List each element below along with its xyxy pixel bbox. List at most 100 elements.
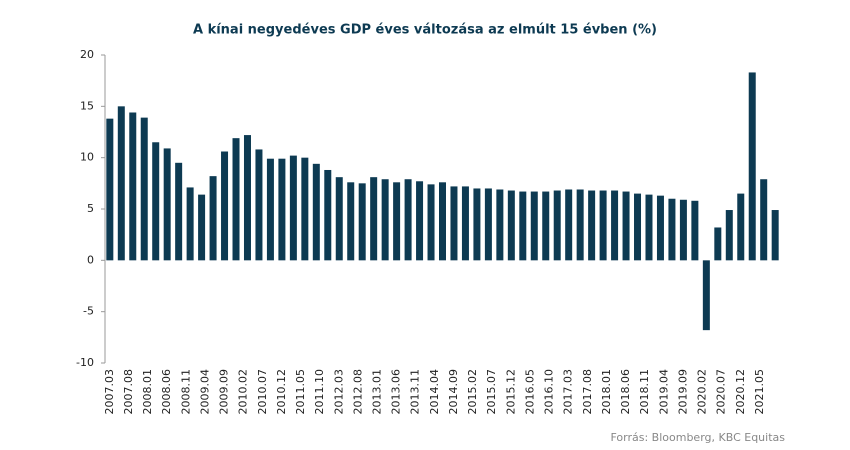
x-tick-label: 2017.08 xyxy=(581,369,594,415)
bar xyxy=(691,200,699,261)
x-tick-label: 2015.12 xyxy=(504,369,517,415)
bar xyxy=(232,138,240,261)
bar xyxy=(702,260,710,331)
x-tick-label: 2014.04 xyxy=(428,369,441,415)
bar xyxy=(301,157,309,261)
x-tick-label: 2019.09 xyxy=(676,369,689,415)
x-tick-label: 2018.11 xyxy=(638,369,651,415)
x-tick-label: 2013.11 xyxy=(409,369,422,415)
bar xyxy=(427,184,435,261)
bar xyxy=(542,191,550,261)
x-tick-label: 2012.08 xyxy=(351,369,364,415)
x-tick-label: 2020.02 xyxy=(696,369,709,415)
bar xyxy=(519,191,527,261)
bar xyxy=(140,117,148,261)
x-tick-label: 2020.12 xyxy=(734,369,747,415)
x-tick-label: 2010.12 xyxy=(275,369,288,415)
bar xyxy=(152,142,160,261)
bar xyxy=(186,187,194,261)
bar xyxy=(335,177,343,261)
bar xyxy=(404,179,412,261)
bar xyxy=(668,198,676,261)
x-tick-label: 2007.03 xyxy=(103,369,116,415)
x-tick-label: 2013.01 xyxy=(370,369,383,415)
bar xyxy=(599,190,607,261)
x-tick-label: 2021.05 xyxy=(753,369,766,415)
x-tick-label: 2017.03 xyxy=(562,369,575,415)
y-tick-label: 0 xyxy=(87,253,94,266)
x-tick-label: 2016.10 xyxy=(543,369,556,415)
y-tick-label: -10 xyxy=(76,356,94,369)
bar xyxy=(530,191,538,261)
x-tick-label: 2012.03 xyxy=(332,369,345,415)
bar xyxy=(416,181,424,261)
bar xyxy=(611,190,619,261)
bar xyxy=(370,177,378,261)
bar xyxy=(461,186,469,261)
bar xyxy=(771,210,779,261)
bar xyxy=(163,148,171,261)
bar xyxy=(198,194,206,261)
x-tick-label: 2018.06 xyxy=(619,369,632,415)
bar xyxy=(175,162,183,261)
bar xyxy=(117,106,125,261)
y-tick-label: 20 xyxy=(80,48,94,61)
bar xyxy=(243,135,251,261)
bar xyxy=(129,112,137,261)
bar xyxy=(725,210,733,261)
x-tick-label: 2020.07 xyxy=(715,369,728,415)
bar xyxy=(106,118,114,261)
bar xyxy=(289,155,297,261)
bar xyxy=(553,190,561,261)
y-tick-label: 5 xyxy=(87,202,94,215)
bar xyxy=(484,188,492,261)
bar xyxy=(565,189,573,261)
bar xyxy=(622,191,630,261)
x-tick-label: 2013.06 xyxy=(390,369,403,415)
x-tick-label: 2007.08 xyxy=(122,369,135,415)
bar xyxy=(473,188,481,261)
x-tick-label: 2010.02 xyxy=(237,369,250,415)
bar xyxy=(324,169,332,261)
bar xyxy=(450,186,458,261)
bar xyxy=(656,195,664,261)
x-tick-label: 2008.01 xyxy=(141,369,154,415)
bar xyxy=(255,149,263,261)
x-tick-label: 2019.04 xyxy=(657,369,670,415)
x-tick-label: 2009.09 xyxy=(218,369,231,415)
bar xyxy=(209,176,217,261)
y-tick-label: 15 xyxy=(80,99,94,112)
bar xyxy=(645,194,653,261)
bar xyxy=(312,163,320,261)
bar xyxy=(221,151,229,261)
x-tick-label: 2009.04 xyxy=(198,369,211,415)
bar xyxy=(439,182,446,261)
bar xyxy=(748,72,756,261)
bar xyxy=(347,182,355,261)
y-tick-label: 10 xyxy=(80,151,94,164)
x-tick-label: 2011.10 xyxy=(313,369,326,415)
bar xyxy=(576,189,584,261)
bar xyxy=(278,158,286,261)
x-tick-label: 2016.05 xyxy=(523,369,536,415)
bar xyxy=(496,189,504,261)
x-tick-label: 2011.05 xyxy=(294,369,307,415)
x-tick-label: 2015.02 xyxy=(466,369,479,415)
bar xyxy=(714,227,722,261)
x-tick-label: 2015.07 xyxy=(485,369,498,415)
x-tick-label: 2008.06 xyxy=(160,369,173,415)
bar xyxy=(266,158,274,261)
bar xyxy=(507,190,515,261)
bar xyxy=(634,193,642,261)
bar xyxy=(679,199,687,261)
y-tick-label: -5 xyxy=(83,305,94,318)
bar xyxy=(381,179,389,261)
bar xyxy=(760,179,768,261)
x-tick-label: 2018.01 xyxy=(600,369,613,415)
x-tick-label: 2010.07 xyxy=(256,369,269,415)
x-tick-label: 2014.09 xyxy=(447,369,460,415)
chart-title: A kínai negyedéves GDP éves változása az… xyxy=(193,23,657,38)
bar xyxy=(393,182,401,261)
source: Forrás: Bloomberg, KBC Equitas xyxy=(610,431,785,444)
